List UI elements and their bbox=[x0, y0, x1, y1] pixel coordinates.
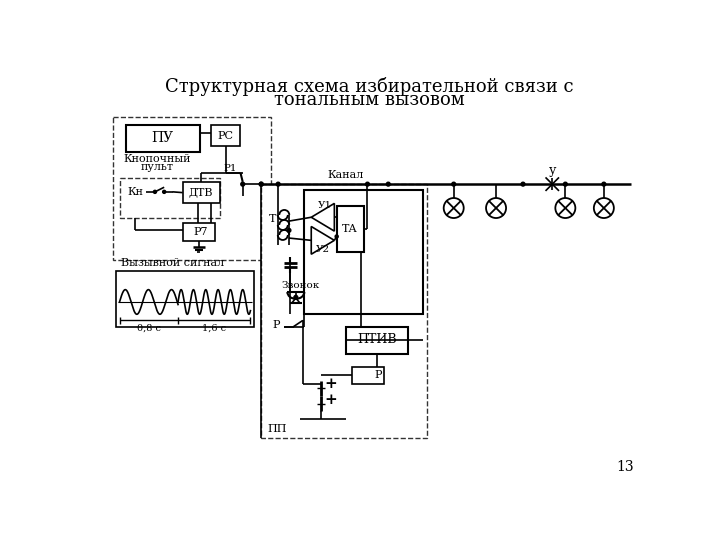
Text: пульт: пульт bbox=[140, 162, 174, 172]
Text: Т: Т bbox=[269, 214, 276, 224]
Circle shape bbox=[240, 182, 245, 186]
Text: ПУ: ПУ bbox=[152, 131, 174, 145]
Text: тональным вызовом: тональным вызовом bbox=[274, 91, 464, 109]
Text: 13: 13 bbox=[616, 460, 634, 474]
Bar bbox=[346, 327, 408, 354]
Circle shape bbox=[163, 190, 166, 193]
Text: Р1: Р1 bbox=[223, 164, 237, 173]
Bar bbox=[113, 117, 271, 260]
Text: РС: РС bbox=[217, 131, 234, 140]
Circle shape bbox=[335, 235, 338, 238]
Text: ПП: ПП bbox=[267, 424, 287, 434]
Circle shape bbox=[564, 182, 567, 186]
Bar bbox=[117, 271, 253, 327]
Text: Кн: Кн bbox=[127, 187, 143, 197]
Circle shape bbox=[366, 182, 369, 186]
Text: ДТВ: ДТВ bbox=[189, 187, 213, 198]
Bar bbox=[120, 178, 220, 218]
Bar bbox=[183, 182, 220, 204]
Text: 0,8 с: 0,8 с bbox=[137, 323, 161, 333]
Text: ПТИВ: ПТИВ bbox=[357, 333, 397, 346]
Text: Звонок: Звонок bbox=[282, 281, 320, 291]
Text: +: + bbox=[324, 393, 337, 407]
Circle shape bbox=[387, 182, 390, 186]
Circle shape bbox=[294, 295, 298, 299]
Bar bbox=[352, 367, 384, 383]
Text: Структурная схема избирательной связи с: Структурная схема избирательной связи с bbox=[165, 77, 573, 96]
Text: +: + bbox=[324, 377, 337, 392]
Circle shape bbox=[259, 182, 263, 186]
Bar bbox=[261, 184, 427, 438]
Circle shape bbox=[259, 182, 263, 186]
Bar bbox=[304, 190, 423, 314]
Text: Вызывной сигнал: Вызывной сигнал bbox=[121, 259, 224, 268]
Text: ТА: ТА bbox=[342, 224, 358, 234]
Bar bbox=[337, 206, 364, 252]
Text: У1: У1 bbox=[318, 201, 332, 210]
Text: Кнопочный: Кнопочный bbox=[124, 154, 191, 164]
Circle shape bbox=[521, 182, 525, 186]
Circle shape bbox=[287, 228, 291, 232]
Circle shape bbox=[451, 182, 456, 186]
Circle shape bbox=[276, 182, 280, 186]
Circle shape bbox=[602, 182, 606, 186]
Text: Канал: Канал bbox=[328, 170, 364, 180]
Circle shape bbox=[153, 190, 156, 193]
Text: 1,6 с: 1,6 с bbox=[202, 323, 226, 333]
Text: Р: Р bbox=[272, 320, 279, 330]
Bar bbox=[211, 125, 240, 146]
Bar bbox=[127, 125, 199, 152]
Text: Р: Р bbox=[374, 370, 382, 380]
Bar bbox=[183, 222, 215, 241]
Text: у: у bbox=[549, 164, 556, 177]
Text: Р7: Р7 bbox=[194, 227, 208, 237]
Text: У2: У2 bbox=[316, 245, 330, 254]
